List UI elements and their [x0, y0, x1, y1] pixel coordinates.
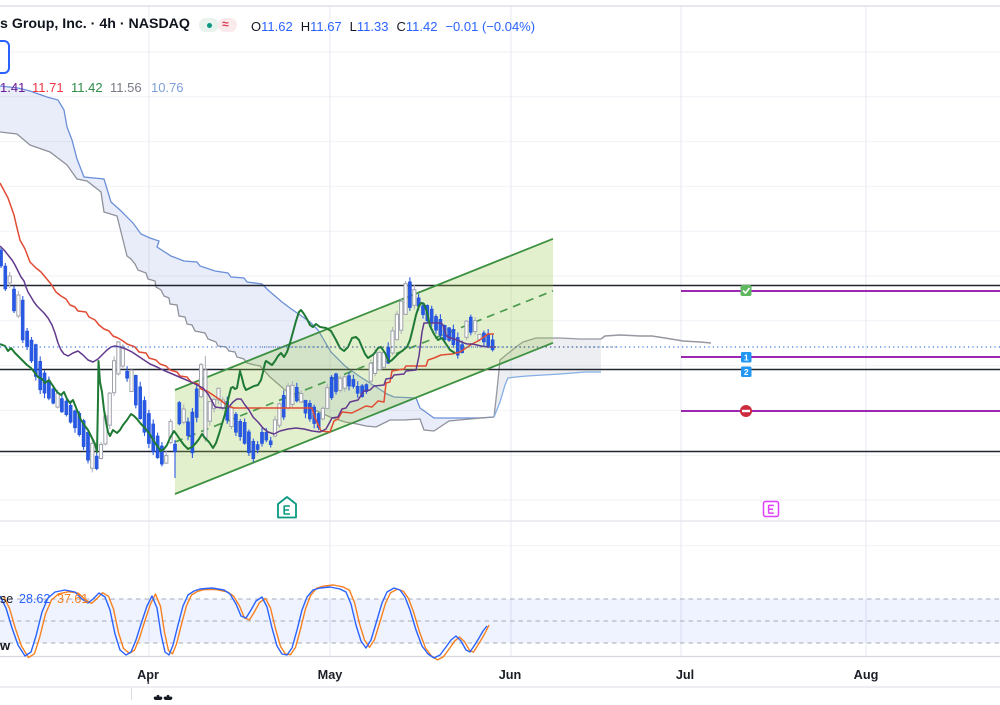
svg-text:✽✽: ✽✽: [153, 693, 173, 700]
svg-text:2: 2: [744, 367, 749, 377]
svg-text:1: 1: [744, 353, 749, 363]
